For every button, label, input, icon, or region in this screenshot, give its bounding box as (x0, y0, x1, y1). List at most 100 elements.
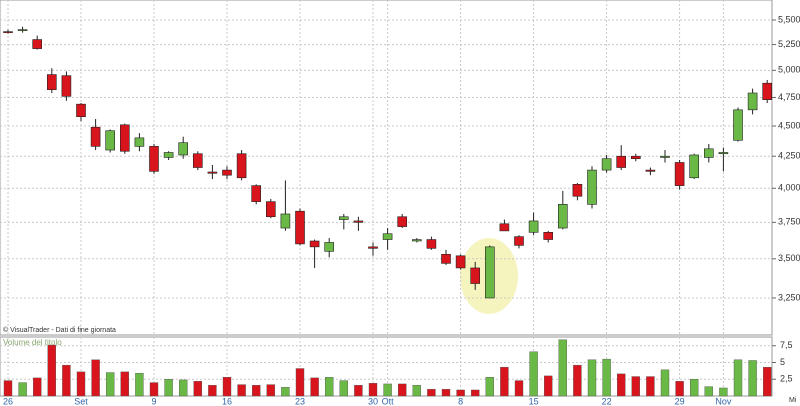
candle-body (163, 152, 174, 158)
volume-bar (704, 386, 713, 397)
y-tick-label: 7,5 (780, 340, 793, 350)
volume-bar (266, 384, 275, 397)
volume-bar (675, 381, 684, 397)
volume-bar (573, 364, 582, 397)
candle-body (470, 267, 481, 284)
x-tick-label: 22 (602, 396, 612, 406)
candle-body (61, 75, 72, 97)
candle-body (105, 130, 115, 151)
volume-bar (208, 385, 217, 397)
volume-bar (398, 383, 407, 397)
volume-bar (149, 382, 159, 397)
x-tick-label: 15 (529, 396, 539, 406)
volume-bar (690, 379, 699, 397)
candle-body (76, 103, 86, 118)
candle-body (484, 246, 495, 299)
y-tick-label: 4,750 (778, 92, 800, 102)
candle-body (324, 242, 335, 252)
volume-bar (339, 380, 348, 397)
price-panel (0, 0, 773, 336)
volume-title: Volume del titolo (3, 338, 62, 347)
x-tick-label: Set (74, 396, 88, 406)
x-tick-label: 26 (3, 396, 13, 406)
candle-body (514, 236, 524, 246)
volume-bar (47, 344, 56, 397)
y-tick-label: 3,500 (778, 253, 800, 263)
candle-body (368, 246, 378, 249)
candle-body (411, 239, 422, 242)
x-tick-label: 23 (295, 396, 305, 406)
volume-bar (748, 360, 757, 397)
volume-bar (617, 373, 626, 397)
y-tick-label: 4,250 (778, 151, 800, 161)
volume-bar (18, 382, 27, 397)
candle-body (528, 220, 539, 233)
candle-body (733, 109, 743, 141)
x-tick-label: 16 (222, 396, 232, 406)
volume-bar (485, 377, 494, 397)
candle-body (689, 154, 700, 179)
candle-body (90, 126, 101, 147)
candle-body (295, 210, 305, 245)
candle-body (572, 184, 583, 197)
candle-body (265, 201, 276, 218)
volume-bar (91, 359, 100, 397)
candle-body (499, 223, 510, 232)
candle-body (309, 240, 320, 248)
candle-body (207, 171, 218, 174)
volume-bar (33, 377, 42, 397)
volume-bar (500, 366, 509, 397)
candle-body (3, 31, 13, 33)
candle-body (32, 39, 43, 49)
candle-body (222, 169, 232, 176)
candle-body (587, 169, 597, 205)
volume-bar (602, 358, 611, 397)
volume-bar (281, 387, 290, 397)
candle-body (397, 216, 408, 227)
volume-bar (456, 389, 465, 397)
candle-body (382, 233, 393, 240)
y-tick-label: 4,500 (778, 120, 800, 130)
volume-bar (237, 384, 246, 397)
volume-bar (325, 377, 334, 397)
volume-bar (660, 369, 670, 397)
candle-body (178, 142, 188, 156)
volume-unit: Mi (789, 397, 797, 404)
y-tick-label: 5 (780, 357, 785, 367)
volume-bar (164, 379, 173, 397)
candle-body (630, 155, 641, 160)
candle-body (353, 220, 364, 223)
volume-bar (62, 364, 71, 397)
x-tick-label: 29 (675, 396, 685, 406)
candle-body (455, 255, 466, 269)
volume-bar (310, 377, 319, 397)
volume-bar (178, 379, 188, 397)
candle-body (645, 169, 656, 172)
candle-body (426, 239, 437, 249)
volume-bar (471, 389, 480, 397)
volume-bar (529, 351, 538, 397)
volume-bar (514, 380, 524, 397)
volume-bar (76, 371, 86, 397)
candle-body (660, 155, 670, 158)
candle-body (441, 253, 451, 264)
x-tick-label: Ott (382, 396, 395, 406)
candle-body (134, 137, 145, 147)
y-tick-label: 4,000 (778, 183, 800, 193)
volume-bar (544, 375, 553, 397)
candle-body (557, 204, 568, 229)
candle-body (338, 216, 349, 220)
volume-bar (135, 373, 144, 397)
x-tick-label: 9 (151, 396, 156, 406)
y-tick-label: 5,250 (778, 39, 800, 49)
candle-body (149, 146, 159, 172)
y-tick-label: 2,5 (780, 374, 793, 384)
volume-bar (383, 383, 392, 397)
candle-body (601, 158, 612, 171)
volume-bar (295, 368, 305, 397)
candle-body (236, 153, 247, 179)
volume-bar (105, 372, 115, 397)
